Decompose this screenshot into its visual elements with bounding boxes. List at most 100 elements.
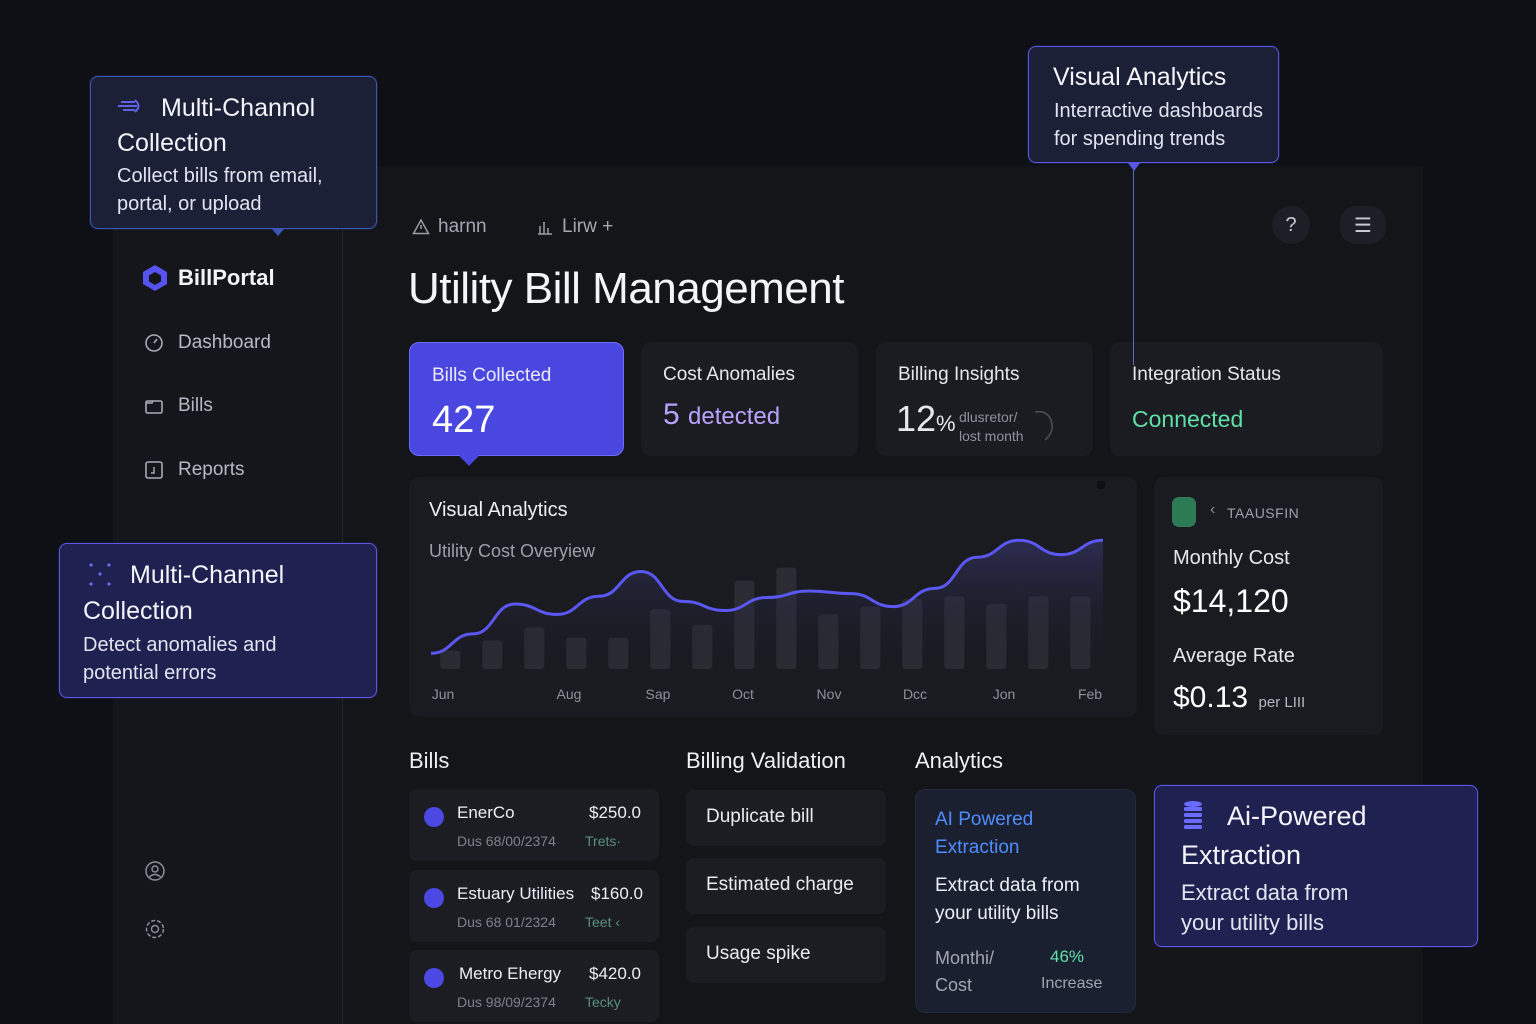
chart-title: Visual Analytics — [429, 499, 568, 521]
metric-note: Increase — [1041, 975, 1103, 992]
insight-note: dlusretor/ lost month — [959, 408, 1024, 446]
bill-row[interactable]: EnerCo $250.0 Dus 68/00/2374 Trets· — [409, 789, 659, 861]
sidebar-item-label: Dashboard — [178, 332, 271, 353]
sidebar-item-label: Reports — [178, 459, 245, 480]
insight-unit: % — [936, 411, 956, 436]
stat-value: 427 — [432, 399, 496, 441]
bill-date: Dus 98/09/2374 — [457, 994, 556, 1010]
chart-card: Visual Analytics Utility Cost Overyiew J… — [409, 477, 1137, 717]
corner-marker — [1097, 481, 1105, 489]
insight-note-line: lost month — [959, 427, 1024, 444]
callout-connector-line — [1133, 170, 1134, 365]
folder-icon — [145, 400, 163, 414]
bill-date: Dus 68 01/2324 — [457, 914, 556, 930]
bill-amount: $250.0 — [589, 803, 641, 822]
brand-name: BillPortal — [178, 265, 275, 290]
callout-body-line: Extract data from — [1181, 880, 1349, 905]
anomaly-suffix: detected — [688, 403, 781, 430]
stat-card-bills-collected[interactable]: Bills Collected 427 — [409, 342, 624, 456]
monthly-cost-value: $14,120 — [1173, 583, 1289, 619]
callout-title: Ai-Powered — [1227, 801, 1367, 831]
callout-body: Extract data from your utility bills — [1181, 878, 1349, 939]
analytics-body-line: your utility bills — [935, 902, 1059, 924]
dashboard-icon — [145, 334, 163, 352]
bill-row[interactable]: Metro Ehergy $420.0 Dus 98/09/2374 Tecky — [409, 950, 659, 1022]
callout-title: Extraction — [1181, 840, 1302, 870]
x-tick-label: Nov — [817, 686, 842, 702]
settings-icon[interactable] — [144, 918, 166, 940]
metric-value: 46% — [1050, 947, 1085, 966]
validation-item-duplicate[interactable]: Duplicate bill — [686, 790, 886, 846]
monthly-cost-label: Monthly Cost — [1173, 547, 1290, 569]
callout-title: Collection — [83, 597, 193, 625]
x-tick-label: Jon — [993, 686, 1016, 702]
stat-label: Billing Insights — [898, 364, 1020, 385]
bill-status: Teet ‹ — [585, 914, 621, 930]
callout-body-line: portal, or upload — [117, 192, 262, 215]
x-tick-label: Aug — [557, 686, 582, 702]
hexagon-logo-icon — [143, 265, 167, 291]
stat-card-integration-status[interactable]: Integration Status Connected — [1110, 342, 1383, 456]
user-icon[interactable] — [144, 860, 166, 882]
bills-section-title: Bills — [409, 748, 450, 773]
stat-card-billing-insights[interactable]: Billing Insights 12% dlusretor/ lost mon… — [876, 342, 1093, 456]
analytics-body-line: Extract data from — [935, 875, 1080, 896]
validation-section-title: Billing Validation — [686, 748, 846, 773]
callout-ai-powered-extraction: Ai-Powered Extraction Extract data from … — [1154, 785, 1478, 947]
metric-label: Monthi/ Cost — [935, 945, 994, 999]
top-link-lirw[interactable]: Lirw + — [536, 216, 613, 238]
utility-icon — [424, 888, 444, 908]
validation-item-usage-spike[interactable]: Usage spike — [686, 927, 886, 983]
callout-body: Detect anomalies and potential errors — [83, 632, 276, 687]
top-link-harnn[interactable]: harnn — [412, 216, 487, 238]
callout-pointer — [272, 229, 284, 236]
average-rate-unit: per LIII — [1258, 694, 1306, 711]
validation-item-estimated[interactable]: Estimated charge — [686, 858, 886, 914]
menu-button[interactable]: ☰ — [1340, 206, 1386, 244]
sidebar-item-reports[interactable]: Reports — [144, 459, 245, 481]
callout-body-line: your utility bills — [1181, 910, 1325, 936]
callout-body-line: for spending trends — [1054, 127, 1226, 150]
callout-body-line: Collect bills from email, — [117, 165, 323, 187]
bill-name: Estuary Utilities — [457, 884, 575, 903]
x-tick-label: Sap — [646, 686, 671, 702]
bill-name: Metro Ehergy — [459, 964, 562, 983]
page-title: Utility Bill Management — [408, 264, 845, 313]
analytics-card[interactable]: AI Powered Extraction Extract data from … — [915, 789, 1136, 1013]
sidebar-item-bills[interactable]: Bills — [144, 395, 213, 417]
callout-body-line: Interractive dashboards — [1054, 100, 1264, 122]
callout-title: Visual Analytics — [1053, 63, 1227, 91]
average-rate-value: $0.13 — [1173, 681, 1249, 714]
report-icon — [145, 461, 163, 479]
stat-label: Cost Anomalies — [663, 364, 796, 385]
bill-status: Trets· — [585, 833, 622, 849]
stat-value: Connected — [1132, 406, 1244, 432]
utility-icon — [424, 968, 444, 988]
top-link-label: Lirw + — [562, 216, 614, 237]
help-button[interactable]: ? — [1272, 206, 1310, 244]
sidebar-item-dashboard[interactable]: Dashboard — [144, 332, 271, 354]
brand[interactable]: BillPortal — [142, 264, 275, 292]
database-icon — [1184, 801, 1202, 829]
x-tick-label: Oct — [732, 686, 754, 702]
analytics-section-title: Analytics — [915, 748, 1004, 773]
chart-subtitle: Utility Cost Overyiew — [429, 541, 596, 561]
stat-card-cost-anomalies[interactable]: Cost Anomalies 5 detected — [641, 342, 858, 456]
metric-label-line: Cost — [935, 975, 973, 995]
callout-multi-channel-collection: Multi-Channol Collection Collect bills f… — [90, 76, 377, 236]
warning-icon — [412, 218, 430, 235]
sidebar-item-label: Bills — [178, 395, 213, 416]
callout-title: Multi-Channol — [161, 94, 316, 122]
bill-status: Tecky — [585, 994, 621, 1010]
insight-value: 12 — [896, 398, 937, 439]
bill-row[interactable]: Estuary Utilities $160.0 Dus 68 01/2324 … — [409, 870, 659, 942]
average-rate-label: Average Rate — [1173, 645, 1295, 667]
cost-summary-card: ‹ TAAUSFIN Monthly Cost $14,120 Average … — [1154, 477, 1383, 735]
analytics-card-title: AI Powered Extraction — [935, 806, 1033, 861]
stat-label: Bills Collected — [432, 365, 552, 386]
analytics-card-body: Extract data from your utility bills — [935, 872, 1080, 927]
bill-amount: $420.0 — [589, 964, 641, 983]
analytics-card-title-line: Extraction — [935, 836, 1020, 858]
back-chevron-icon[interactable]: ‹ — [1210, 501, 1216, 518]
x-tick-label: Jun — [432, 686, 455, 702]
